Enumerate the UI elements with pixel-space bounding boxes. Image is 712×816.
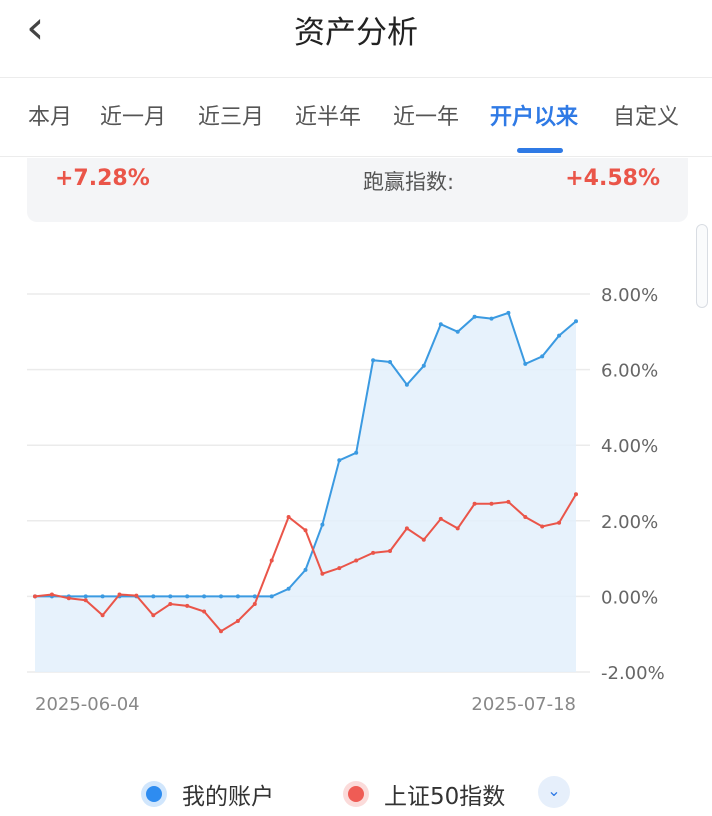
account-series-point — [523, 361, 528, 366]
account-series-point — [388, 360, 392, 364]
account-series-point — [421, 363, 426, 368]
index-series-point — [472, 501, 477, 506]
account-series-point — [185, 594, 190, 599]
x-tick-label-end: 2025-07-18 — [471, 694, 576, 715]
index-series-point — [371, 550, 376, 555]
index-series-point — [388, 549, 392, 553]
index-series-point — [219, 629, 223, 634]
account-series-point — [438, 322, 443, 327]
account-series-point — [574, 319, 578, 324]
index-series-point — [235, 619, 240, 623]
index-series-point — [151, 613, 156, 618]
index-series-point — [489, 501, 494, 506]
index-series-point — [286, 515, 291, 519]
index-series-point — [337, 566, 342, 571]
account-series-point — [219, 594, 223, 599]
tab-3-months[interactable]: 近三月 — [198, 105, 265, 130]
account-series-point — [320, 522, 325, 527]
tab-6-months[interactable]: 近半年 — [295, 105, 362, 130]
y-tick-label: 6.00% — [601, 361, 658, 382]
index-series-point — [117, 592, 122, 597]
legend-label-index: 上证50指数 — [384, 784, 506, 810]
tab-1-year[interactable]: 近一年 — [393, 105, 460, 130]
legend-item-index[interactable]: 上证50指数 — [348, 774, 505, 814]
index-series-point — [303, 528, 308, 533]
account-series-point — [472, 314, 477, 319]
index-series-point — [134, 593, 139, 598]
account-series-point — [489, 316, 494, 321]
tab-since-opening[interactable]: 开户以来 — [490, 105, 579, 130]
y-tick-label: 4.00% — [601, 436, 658, 457]
account-series-point — [202, 594, 207, 599]
account-series-point — [455, 329, 460, 334]
account-series-point — [168, 594, 173, 599]
account-series-point — [286, 586, 291, 591]
index-series-point — [185, 603, 190, 608]
app-header: ‹ 资产分析 — [0, 0, 712, 78]
account-series-point — [371, 358, 376, 363]
chevron-down-icon[interactable]: ⌄ — [538, 776, 570, 808]
index-series-point — [168, 602, 173, 606]
index-series-point — [506, 499, 511, 504]
account-series-point — [100, 594, 105, 599]
tab-this-month[interactable]: 本月 — [28, 105, 73, 130]
index-series-point — [202, 609, 207, 614]
index-series-point — [438, 516, 443, 521]
index-series-point — [540, 524, 545, 529]
account-series-point — [354, 450, 359, 455]
account-series-point — [506, 310, 511, 315]
period-tabs: 本月 近一月 近三月 近半年 近一年 开户以来 自定义 — [0, 79, 712, 157]
index-series-point — [523, 515, 528, 519]
index-series-point — [455, 526, 460, 531]
index-series-point — [83, 598, 88, 603]
index-series-point — [100, 613, 105, 618]
index-series-point — [33, 594, 37, 599]
account-area — [35, 312, 576, 672]
beat-index-label: 跑赢指数: — [363, 170, 455, 194]
account-series-point — [404, 382, 409, 387]
account-series-point — [83, 594, 88, 599]
tab-custom[interactable]: 自定义 — [613, 105, 680, 130]
legend-dot-index — [348, 786, 364, 802]
index-series-point — [574, 492, 578, 497]
index-series-point — [66, 596, 71, 601]
legend-item-account[interactable]: 我的账户 — [146, 774, 274, 814]
page-title: 资产分析 — [294, 15, 418, 51]
account-series-point — [540, 354, 545, 359]
account-series-point — [303, 567, 308, 572]
account-return-value: +7.28% — [55, 166, 150, 191]
active-tab-indicator — [517, 148, 563, 153]
account-series-point — [269, 594, 274, 599]
y-tick-label: -2.00% — [601, 663, 665, 684]
index-series-point — [269, 558, 274, 563]
index-series-point — [252, 602, 257, 606]
index-series-point — [354, 558, 359, 563]
legend-label-account: 我的账户 — [182, 784, 274, 810]
y-tick-label: 0.00% — [601, 587, 658, 608]
account-series-point — [235, 594, 240, 599]
scrollbar[interactable] — [696, 224, 708, 308]
return-chart: 8.00% 6.00% 4.00% 2.00% 0.00% -2.00% 2025-06-0… — [27, 285, 665, 715]
account-series-point — [151, 594, 156, 599]
account-series-point — [252, 594, 257, 599]
return-summary: +7.28% 跑赢指数: +4.58% — [27, 158, 688, 222]
account-series-point — [557, 333, 562, 338]
chevron-left-icon[interactable]: ‹ — [26, 0, 45, 54]
account-series-point — [337, 458, 342, 463]
y-tick-label: 8.00% — [601, 285, 658, 306]
tab-1-month[interactable]: 近一月 — [100, 105, 167, 130]
index-series-point — [421, 537, 426, 542]
y-tick-label: 2.00% — [601, 512, 658, 533]
index-series-point — [49, 592, 54, 597]
beat-index-value: +4.58% — [565, 166, 660, 191]
index-series-point — [404, 526, 409, 531]
index-series-point — [557, 520, 562, 525]
index-series-point — [320, 571, 325, 576]
x-tick-label-start: 2025-06-04 — [35, 694, 140, 715]
legend-dot-account — [146, 786, 162, 802]
